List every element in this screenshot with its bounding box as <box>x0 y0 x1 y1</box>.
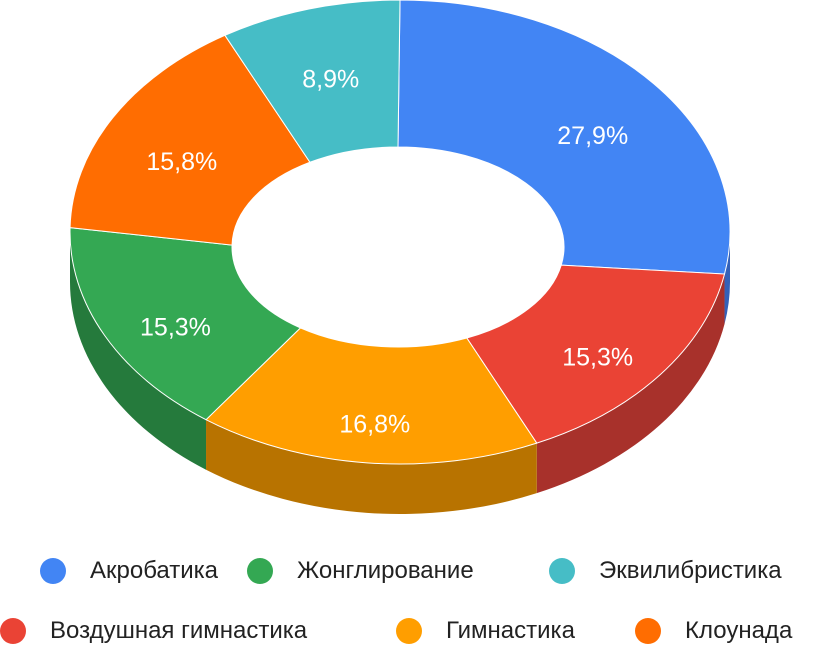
legend-label: Клоунада <box>685 617 793 644</box>
legend-swatch <box>247 558 273 584</box>
slice-labels: 27,9% 15,3% 16,8% 15,3% 15,8% 8,9% <box>140 66 633 439</box>
legend-label: Гимнастика <box>446 617 575 644</box>
legend-item-gymnastics: Гимнастика <box>396 616 575 646</box>
legend-label: Жонглирование <box>297 557 474 584</box>
slice-side <box>69 232 207 470</box>
donut-hole <box>232 147 564 347</box>
legend-swatch <box>396 618 422 644</box>
legend-item-acrobatics: Акробатика <box>40 556 218 586</box>
donut-chart: 27,9% 15,3% 16,8% 15,3% 15,8% 8,9% <box>69 0 731 514</box>
slice-side <box>206 419 537 514</box>
slice-5 <box>224 0 401 163</box>
slice-value-label: 27,9% <box>557 122 628 150</box>
slice-4 <box>69 34 311 246</box>
slice-value-label: 16,8% <box>339 410 410 438</box>
slice-value-label: 15,8% <box>146 148 217 176</box>
legend-label: Воздушная гимнастика <box>50 617 308 644</box>
slice-value-label: 8,9% <box>302 66 359 94</box>
donut-tops <box>69 0 731 465</box>
slice-2 <box>205 327 538 465</box>
legend-item-juggling: Жонглирование <box>247 556 474 586</box>
legend: Акробатика Жонглирование Эквилибристика … <box>0 540 818 650</box>
slice-value-label: 15,3% <box>562 344 633 372</box>
slice-1 <box>465 264 726 444</box>
legend-item-aerial-gymnastics: Воздушная гимнастика <box>0 616 307 646</box>
slice-3 <box>69 227 302 421</box>
slice-side <box>536 274 725 494</box>
legend-swatch <box>40 558 66 584</box>
legend-swatch <box>635 618 661 644</box>
legend-swatch <box>0 618 26 644</box>
legend-item-equilibristics: Эквилибристика <box>549 556 782 586</box>
legend-label: Эквилибристика <box>599 557 782 584</box>
slice-0 <box>397 0 731 275</box>
legend-label: Акробатика <box>90 557 218 584</box>
legend-swatch <box>549 558 575 584</box>
legend-item-clownery: Клоунада <box>635 616 792 646</box>
slice-value-label: 15,3% <box>140 314 211 342</box>
